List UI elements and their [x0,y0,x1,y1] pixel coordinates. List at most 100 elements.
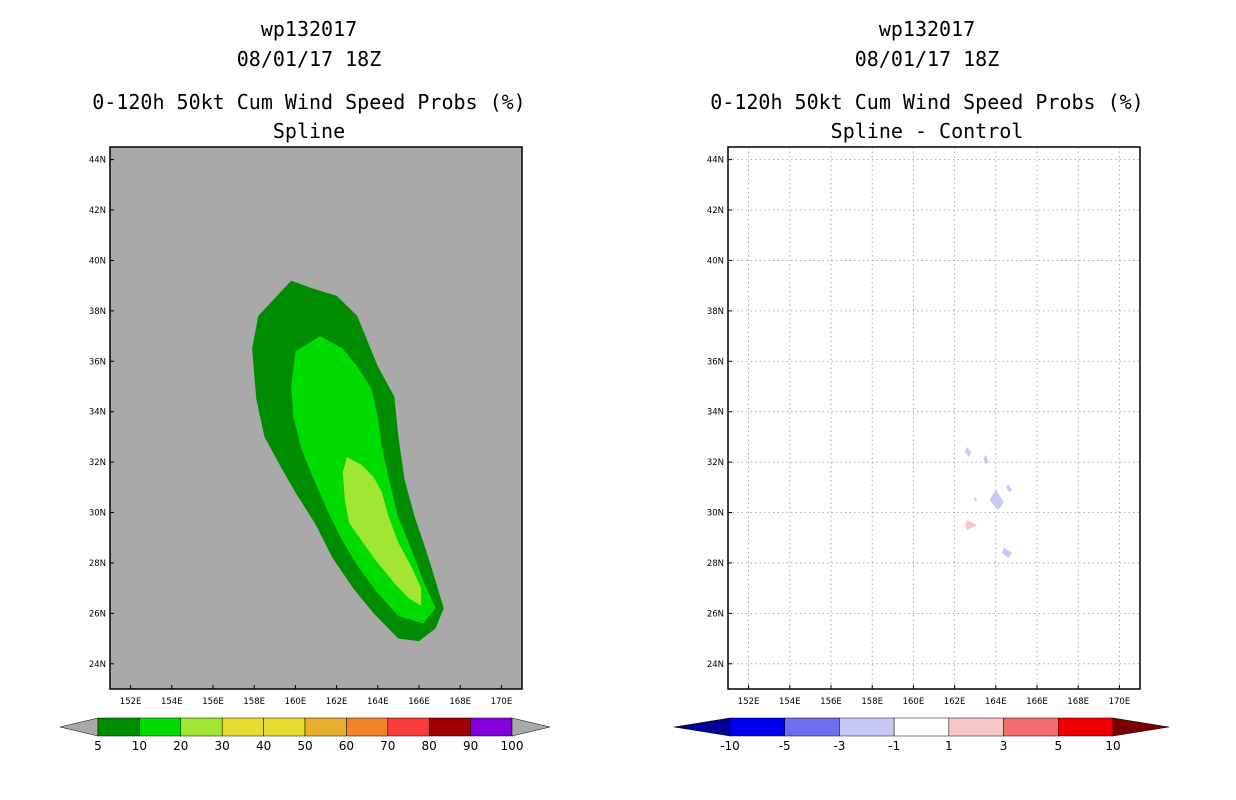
colorbar-swatch [948,717,1004,737]
colorbar-label: 5 [1054,739,1062,753]
region--3to-1 [989,489,1004,510]
x-tick-label: 168E [1067,697,1089,707]
colorbar-under-arrow [59,717,99,737]
x-tick-label: 152E [120,697,142,707]
colorbar-label: 100 [501,739,524,753]
y-tick-label: 36N [89,357,106,367]
x-tick-label: 158E [243,697,265,707]
right-plot-frame [727,146,1141,690]
colorbar-swatch [180,717,223,737]
y-tick-label: 30N [707,509,724,519]
region--3to-1 [983,454,989,465]
x-tick-label: 152E [738,697,760,707]
x-tick-label: 154E [161,697,183,707]
colorbar-swatch [221,717,264,737]
x-tick-label: 170E [491,697,513,707]
y-tick-label: 44N [89,156,106,166]
x-tick-label: 156E [820,697,842,707]
left-plot-frame [109,146,523,690]
colorbar-swatch [729,717,785,737]
colorbar-swatch [470,717,513,737]
x-tick-label: 160E [903,697,925,707]
region--3to-1 [1006,484,1013,493]
left-axis-ticks: 152E 154E 156E 158E 160E 162E 164E 166E 168E 170E… [89,156,512,707]
colorbar-label: 3 [1000,739,1008,753]
region--3to-1 [1002,547,1013,558]
right-difference-regions [964,447,1013,558]
colorbar-swatch [1058,717,1114,737]
colorbar-label: 90 [463,739,478,753]
x-tick-label: 166E [1026,697,1048,707]
x-tick-label: 162E [944,697,966,707]
y-tick-label: 40N [89,256,106,266]
colorbar-swatch [428,717,471,737]
colorbar-label: 80 [422,739,437,753]
y-tick-label: 42N [89,206,106,216]
colorbar-swatch [784,717,840,737]
x-tick-label: 164E [367,697,389,707]
left-title-line-3: 0-120h 50kt Cum Wind Speed Probs (%) [92,90,525,114]
y-tick-label: 44N [707,156,724,166]
y-tick-label: 30N [89,509,106,519]
y-tick-label: 38N [707,307,724,317]
y-tick-label: 32N [89,458,106,468]
y-tick-label: 34N [707,408,724,418]
right-panel: wp132017 08/01/17 18Z 0-120h 50kt Cum Wi… [673,17,1170,753]
y-tick-label: 28N [707,559,724,569]
right-title-line-3: 0-120h 50kt Cum Wind Speed Probs (%) [710,90,1143,114]
y-tick-label: 24N [89,660,106,670]
x-tick-label: 162E [326,697,348,707]
left-panel: wp132017 08/01/17 18Z 0-120h 50kt Cum Wi… [59,17,551,753]
right-title-line-2: 08/01/17 18Z [855,47,1000,71]
colorbar-label: 70 [380,739,395,753]
left-probability-regions [252,280,444,642]
colorbar-over-arrow [511,717,551,737]
colorbar-swatch [839,717,895,737]
left-title-line-2: 08/01/17 18Z [237,47,382,71]
colorbar-under-arrow [673,717,731,737]
colorbar-label: 60 [339,739,354,753]
colorbar-label: -1 [888,739,900,753]
colorbar-label: 50 [297,739,312,753]
left-colorbar: 5 10 20 30 40 50 60 70 80 90 100 [59,717,551,753]
colorbar-label: -3 [833,739,845,753]
right-axis-ticks: 152E 154E 156E 158E 160E 162E 164E 166E 168E 170E… [707,156,1130,707]
region--3to-1 [964,447,972,458]
colorbar-swatch [139,717,182,737]
colorbar-swatch [387,717,430,737]
colorbar-label: 10 [1105,739,1120,753]
colorbar-swatch [346,717,389,737]
x-tick-label: 158E [861,697,883,707]
x-tick-label: 168E [449,697,471,707]
colorbar-label: 10 [132,739,147,753]
right-title-line-4: Spline - Control [831,119,1024,143]
y-tick-label: 32N [707,458,724,468]
x-tick-label: 164E [985,697,1007,707]
right-plot-background [728,147,1140,689]
colorbar-label: 40 [256,739,271,753]
colorbar-swatch [97,717,140,737]
region-1to3 [964,520,978,531]
colorbar-label: 30 [215,739,230,753]
left-title-line-1: wp132017 [261,17,357,41]
y-tick-label: 40N [707,256,724,266]
colorbar-label: 20 [173,739,188,753]
colorbar-label: 5 [94,739,102,753]
right-colorbar: -10 -5 -3 -1 1 3 5 10 [673,717,1170,753]
x-tick-label: 170E [1109,697,1131,707]
colorbar-swatch [1003,717,1059,737]
x-tick-label: 166E [408,697,430,707]
region--3to-1 [974,497,978,502]
x-tick-label: 160E [285,697,307,707]
colorbar-over-arrow [1112,717,1170,737]
y-tick-label: 42N [707,206,724,216]
y-tick-label: 24N [707,660,724,670]
right-title-line-1: wp132017 [879,17,975,41]
colorbar-swatch [263,717,306,737]
left-title-line-4: Spline [273,119,345,143]
region-20-30 [342,457,422,606]
x-tick-label: 156E [202,697,224,707]
y-tick-label: 26N [707,609,724,619]
colorbar-label: -10 [720,739,740,753]
